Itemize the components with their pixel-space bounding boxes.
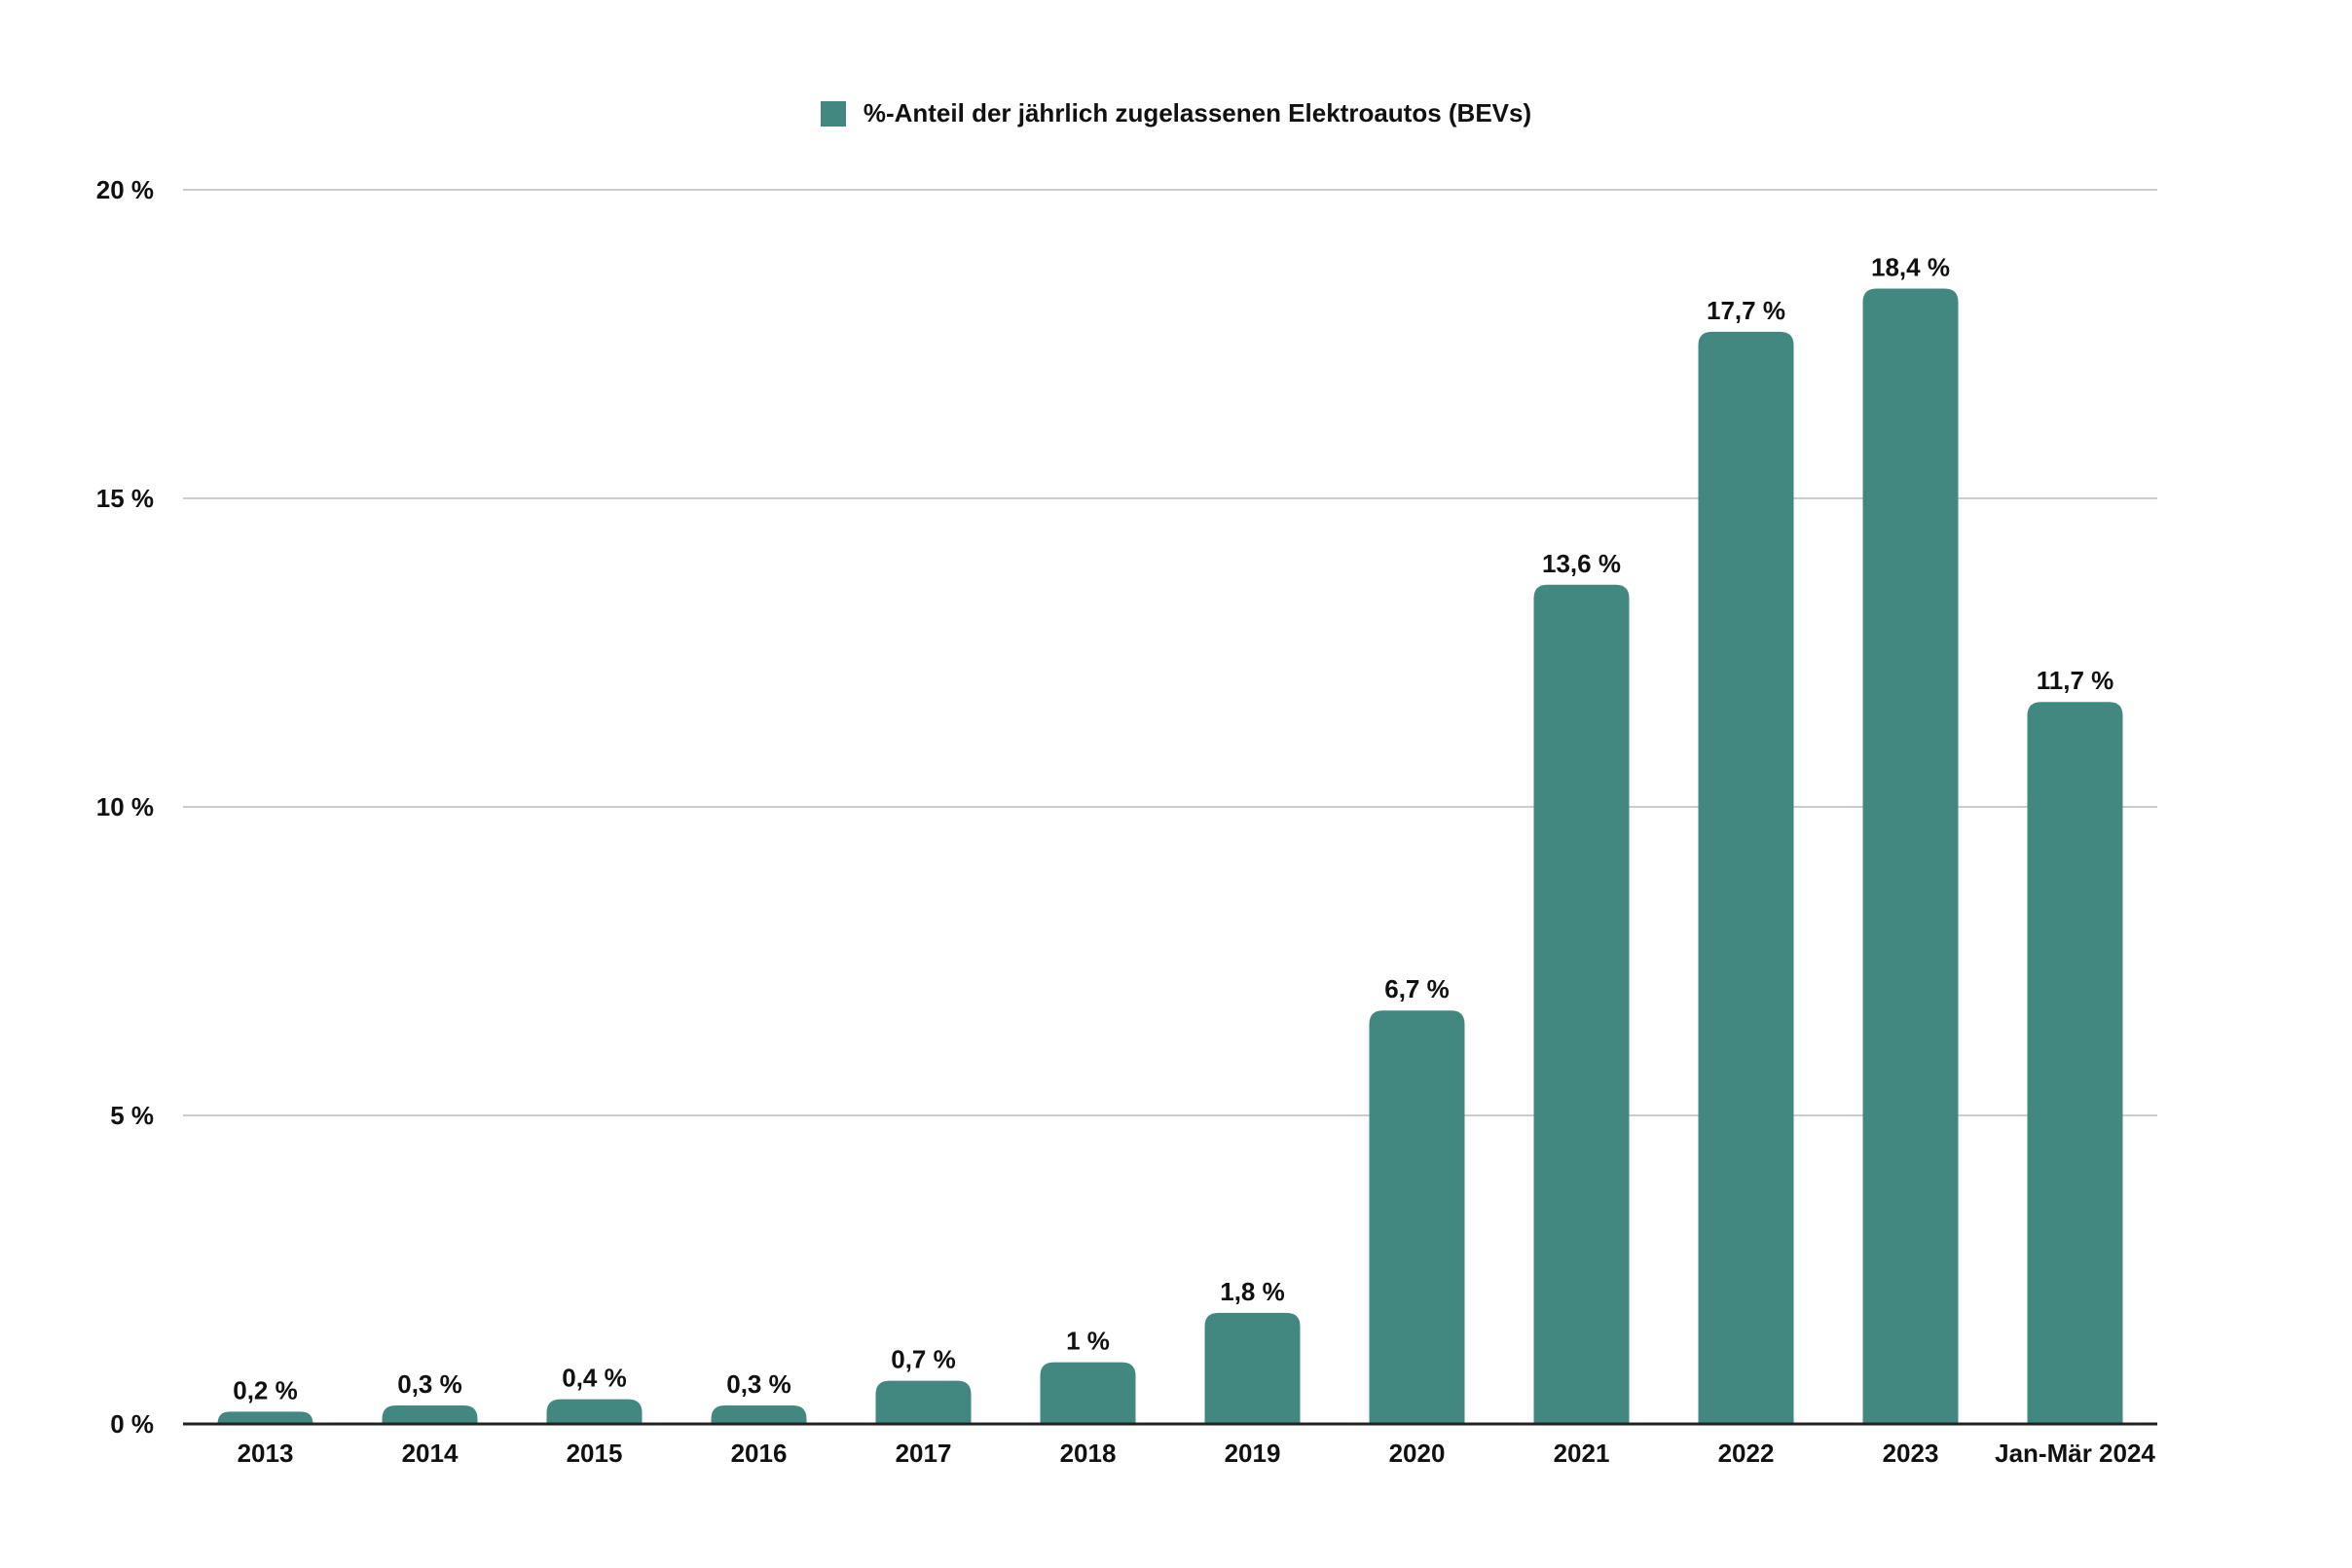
bar [1533, 584, 1630, 1424]
bar [875, 1380, 972, 1424]
bar [1040, 1362, 1136, 1424]
x-tick-label: 2023 [1883, 1439, 1939, 1468]
x-tick-label: 2015 [567, 1439, 623, 1468]
x-tick-label: 2022 [1718, 1439, 1775, 1468]
data-label: 0,3 % [397, 1369, 462, 1399]
y-tick-label: 15 % [96, 484, 154, 513]
legend: %-Anteil der jährlich zugelassenen Elekt… [0, 98, 2352, 128]
bars [217, 288, 2123, 1425]
y-tick-label: 0 % [110, 1409, 154, 1439]
x-tick-label: Jan-Mär 2024 [1995, 1439, 2155, 1468]
bar [1698, 331, 1794, 1424]
bar [217, 1411, 313, 1424]
data-label: 0,4 % [562, 1364, 627, 1393]
data-label: 0,2 % [233, 1375, 298, 1404]
data-label: 17,7 % [1707, 296, 1785, 325]
data-label: 0,7 % [891, 1345, 956, 1374]
data-label: 18,4 % [1871, 252, 1950, 281]
legend-label: %-Anteil der jährlich zugelassenen Elekt… [863, 98, 1532, 128]
bar [1369, 1010, 1465, 1424]
x-tick-label: 2020 [1389, 1439, 1446, 1468]
grid-lines [183, 189, 2157, 1116]
legend-swatch [820, 100, 846, 127]
data-label: 0,3 % [726, 1369, 791, 1399]
x-tick-label: 2021 [1554, 1439, 1610, 1468]
bar [382, 1404, 478, 1424]
x-axis-ticks: 2013 2014 2015 2016 2017 2018 2019 2020 2021 2022… [238, 1439, 2156, 1468]
x-tick-label: 2017 [896, 1439, 952, 1468]
y-tick-label: 20 % [96, 175, 154, 204]
x-tick-label: 2018 [1060, 1439, 1117, 1468]
y-tick-label: 5 % [110, 1101, 154, 1130]
x-tick-label: 2013 [238, 1439, 294, 1468]
data-label: 6,7 % [1384, 974, 1450, 1003]
bar [711, 1404, 807, 1424]
y-tick-label: 10 % [96, 792, 154, 821]
data-label: 1,8 % [1220, 1277, 1285, 1306]
y-axis-ticks: 0 % 5 % 10 % 15 % 20 % [96, 175, 154, 1439]
x-tick-label: 2019 [1225, 1439, 1281, 1468]
data-label: 1 % [1066, 1327, 1110, 1356]
data-label: 11,7 % [2037, 666, 2114, 695]
bar [1204, 1312, 1301, 1424]
x-tick-label: 2014 [402, 1439, 459, 1468]
bar [1862, 288, 1959, 1425]
x-tick-label: 2016 [731, 1439, 788, 1468]
bar [2027, 702, 2123, 1424]
data-label: 13,6 % [1542, 549, 1621, 578]
data-labels: 0,2 % 0,3 % 0,4 % 0,3 % 0,7 % 1 % 1,8 % 6,7 % 13… [233, 252, 2113, 1404]
bar [546, 1399, 643, 1424]
